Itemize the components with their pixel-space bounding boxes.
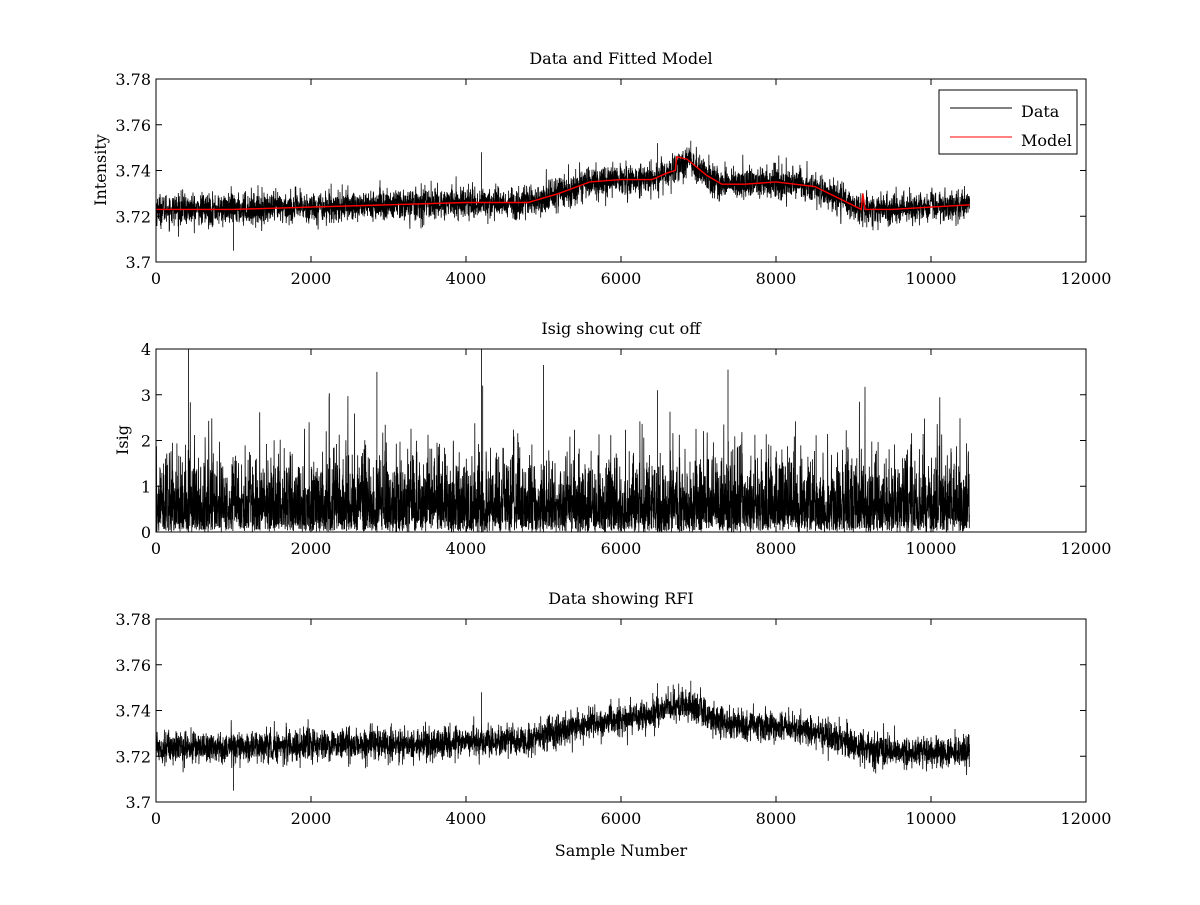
axes-box	[155, 348, 1087, 533]
y-tick-label: 3.7	[126, 793, 151, 812]
x-tick-label: 8000	[756, 269, 797, 288]
x-tick-label: 2000	[291, 269, 332, 288]
plot-title: Data showing RFI	[548, 589, 693, 608]
y-tick-label: 0	[141, 523, 151, 542]
series-model-line	[156, 155, 970, 211]
y-tick-label: 4	[141, 340, 151, 359]
y-tick-label: 3.74	[115, 702, 151, 721]
panel-data-and-model: Data and Fitted Model Intensity 0 2000 400…	[91, 49, 1111, 288]
y-tick-label: 2	[141, 432, 151, 451]
y-tick-label: 3.76	[115, 656, 151, 675]
x-tick-label: 2000	[291, 539, 332, 558]
x-tick-label: 4000	[446, 539, 487, 558]
y-tick-label: 3.78	[115, 70, 151, 89]
x-tick-label: 12000	[1061, 809, 1112, 828]
y-tick-label: 3.72	[115, 207, 151, 226]
y-axis-label: Intensity	[91, 134, 110, 206]
x-tick-label: 4000	[446, 269, 487, 288]
y-tick-label: 3	[141, 386, 151, 405]
plot-title: Data and Fitted Model	[529, 49, 712, 68]
panel-data-rfi: Data showing RFI 0 2000 4000 6000 8000 10000 1…	[115, 589, 1111, 860]
x-axis-label: Sample Number	[555, 841, 688, 860]
series-layer	[156, 680, 970, 791]
series-layer	[156, 140, 970, 251]
panel-isig: Isig showing cut off Isig 0 2000 4000 6000 8…	[113, 319, 1111, 558]
x-tick-label: 0	[151, 809, 161, 828]
series-isig-line	[156, 349, 970, 532]
legend-label-model: Model	[1021, 131, 1072, 150]
tick-layer: 0 2000 4000 6000 8000 10000 12000 0 1 2 3 4	[141, 340, 1112, 558]
series-layer	[156, 349, 970, 532]
y-tick-label: 3.78	[115, 610, 151, 629]
legend: Data Model	[938, 89, 1078, 155]
series-data-line	[156, 680, 970, 791]
x-tick-label: 10000	[906, 269, 957, 288]
x-tick-label: 12000	[1061, 269, 1112, 288]
x-tick-label: 6000	[601, 809, 642, 828]
legend-label-data: Data	[1021, 102, 1060, 121]
x-tick-label: 6000	[601, 539, 642, 558]
plot-title: Isig showing cut off	[541, 319, 702, 338]
x-tick-label: 8000	[756, 539, 797, 558]
x-tick-label: 8000	[756, 809, 797, 828]
x-tick-label: 12000	[1061, 539, 1112, 558]
tick-layer: 0 2000 4000 6000 8000 10000 12000 3.7 3.72 3.74 3.…	[115, 610, 1111, 828]
y-axis-label: Isig	[113, 425, 132, 455]
x-tick-label: 6000	[601, 269, 642, 288]
legend-box	[938, 89, 1078, 155]
x-tick-label: 0	[151, 539, 161, 558]
series-data-line	[156, 140, 970, 251]
y-tick-label: 3.74	[115, 162, 151, 181]
y-tick-label: 3.76	[115, 116, 151, 135]
x-tick-label: 0	[151, 269, 161, 288]
axes-box	[155, 78, 1087, 263]
y-tick-label: 3.72	[115, 747, 151, 766]
x-tick-label: 4000	[446, 809, 487, 828]
y-tick-label: 3.7	[126, 253, 151, 272]
axes-box	[155, 618, 1087, 803]
y-tick-label: 1	[141, 477, 151, 496]
x-tick-label: 10000	[906, 539, 957, 558]
x-tick-label: 2000	[291, 809, 332, 828]
x-tick-label: 10000	[906, 809, 957, 828]
tick-layer: 0 2000 4000 6000 8000 10000 12000 3.7 3.72 3.74 3.…	[115, 70, 1111, 288]
